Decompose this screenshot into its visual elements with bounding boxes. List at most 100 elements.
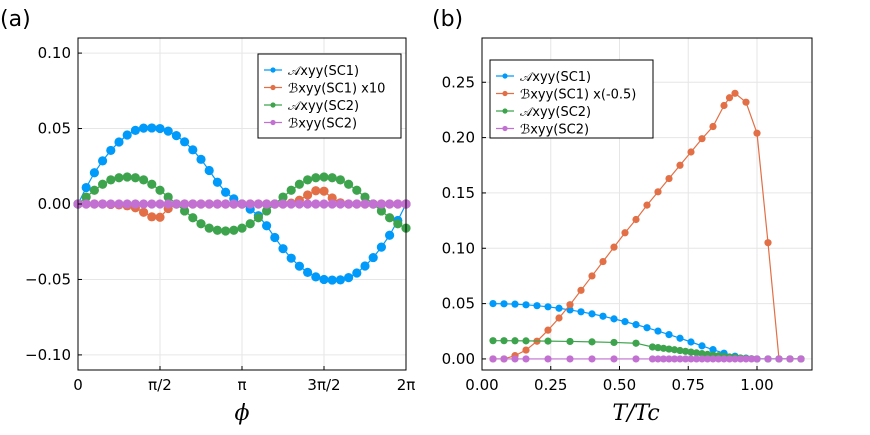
panel-b-xtick-label: 1.00 — [740, 376, 773, 394]
panel-a-series-3-point — [237, 199, 247, 209]
panel-b-series-2-point — [511, 337, 519, 345]
panel-b-series-3-point — [775, 355, 783, 363]
panel-a-series-0-point — [344, 273, 354, 283]
panel-b-series-2-point — [676, 346, 684, 355]
panel-b-series-2-point — [648, 343, 657, 351]
panel-a-series-3-point — [163, 199, 173, 209]
panel-a-series-3-point — [393, 199, 403, 209]
panel-a-series-0-point — [180, 137, 190, 147]
panel-b-series-3-point — [632, 355, 640, 363]
panel-a-series-2-point — [155, 185, 165, 195]
panel-a-series-2-point — [221, 226, 231, 236]
panel-b-legend-marker-1 — [502, 90, 508, 97]
panel-a-series-3-point — [278, 199, 288, 209]
panel-b-series-3-point — [511, 355, 519, 363]
panel-b-series-2-point — [544, 337, 552, 345]
panel-b-series-3-point — [588, 355, 596, 363]
panel-a-legend-marker-0 — [270, 67, 276, 73]
panel-b-series-3-point — [648, 355, 657, 363]
panel-b-series-3-point — [764, 355, 772, 363]
panel-a-series-3-point — [253, 199, 263, 209]
panel-b-series-1-point — [742, 98, 750, 106]
panel-a-series-2-point — [294, 179, 304, 189]
panel-a-series-3-point — [221, 199, 231, 209]
panel-b-series-1-point — [687, 148, 695, 156]
panel-a-series-2-point — [204, 223, 214, 233]
panel-b-series-0-point — [500, 300, 508, 308]
panel-a-series-3-point — [303, 199, 313, 209]
panel-a-series-2-point — [122, 172, 132, 182]
panel-a-legend-label-3: ℬxyy(SC2) — [288, 117, 357, 132]
panel-a-series-2-point — [303, 175, 313, 185]
panel-a-series-3-point — [385, 199, 395, 209]
panel-b-series-0-point — [610, 315, 618, 323]
panel-a-series-3-point — [188, 199, 198, 209]
panel-b-series-1-point — [555, 314, 563, 322]
panel-a-series-3-point — [245, 199, 255, 209]
panel-a-series — [73, 123, 411, 285]
panel-b-xtick-label: 0.00 — [465, 376, 498, 394]
panel-b-series-2-point — [632, 339, 640, 347]
panel-b-series-1-point — [654, 188, 662, 196]
panel-a-series-0-point — [188, 145, 198, 155]
panel-a-series-0-point — [122, 130, 132, 140]
panel-b-xtick-label: 0.25 — [534, 376, 567, 394]
panel-b-series-3-point — [742, 355, 750, 363]
panel-a-series-3-point — [180, 199, 190, 209]
panel-b-series-1-point — [522, 346, 530, 354]
panel-a-series-0-point — [286, 253, 296, 263]
panel-b-series-0-point — [577, 308, 585, 316]
panel-a: (a) 0 π/2 π 3π/2 2π−0.10−0.050.000.050.10 ϕ … — [0, 7, 415, 426]
panel-b-series-1-point — [621, 229, 629, 237]
panel-a-series-2-point — [163, 192, 173, 202]
panel-b-ytick-label: 0.15 — [442, 184, 475, 202]
panel-a-ytick-label: −0.10 — [25, 346, 71, 364]
panel-a-series-2-point — [237, 223, 247, 233]
panel-b-series-3-point — [489, 355, 497, 363]
panel-a-series-0-point — [327, 275, 337, 285]
panel-b-series-3-point — [725, 355, 734, 363]
panel-a-series-2-point — [81, 192, 91, 202]
panel-a-series-2-point — [319, 172, 329, 182]
panel-a-series-1-point — [319, 186, 329, 196]
panel-b-series-0-point — [698, 342, 706, 350]
panel-a-series-2-point — [311, 173, 321, 183]
panel-a-series-3-point — [352, 199, 362, 209]
panel-b-series-1-point — [665, 174, 673, 183]
panel-b: (b) 0.00 0.25 0.50 0.75 1.00 0.00 0.05 0.10 0.15… — [432, 7, 813, 426]
panel-a-series-0-point — [204, 165, 214, 176]
panel-a-legend-marker-1 — [270, 84, 276, 91]
panel-b-series-3-point — [786, 355, 794, 363]
panel-a-xlabel: ϕ — [235, 401, 250, 426]
panel-a-series-2-point — [327, 173, 337, 183]
panel-b-series-0-point — [687, 338, 695, 346]
panel-b-series-1-point — [698, 135, 706, 143]
panel-a-legend-label-2: 𝒜xyy(SC2) — [288, 99, 359, 114]
panel-b-series-3-point — [676, 355, 684, 363]
panel-b-series-3-point — [654, 355, 662, 363]
panel-b-series-1-point — [577, 286, 585, 294]
panel-b-series-1-point — [725, 94, 734, 102]
panel-a-series-2-point — [278, 192, 288, 202]
panel-a-series-0-point — [81, 182, 91, 193]
panel-a-series-2-point — [180, 206, 190, 216]
panel-b-series-0-point — [522, 301, 530, 309]
panel-b-ytick-label: 0.00 — [442, 350, 475, 368]
panel-a-series-0-point — [139, 123, 149, 133]
panel-a-series-3-point — [327, 199, 337, 209]
panel-a-series-2-point — [114, 173, 124, 183]
panel-a-series-3-point — [81, 199, 91, 209]
panel-b-series-2-point — [698, 350, 706, 358]
panel-a-series-1-point — [139, 207, 149, 217]
panel-b-series-2-point — [687, 348, 695, 356]
panel-b-series-1-point — [764, 239, 772, 247]
panel-a-series-3-point — [294, 199, 304, 209]
panel-a-series-0-point — [196, 154, 206, 164]
panel-b-series-3-point — [736, 355, 745, 363]
panel-b-series-1-point — [566, 301, 574, 309]
panel-b-series-2-point — [665, 345, 673, 353]
panel-b-series-1-point — [709, 122, 717, 131]
panel-b-label: (b) — [432, 7, 463, 32]
panel-a-series-0-point — [385, 230, 395, 240]
panel-b-series-0-point — [676, 334, 684, 342]
